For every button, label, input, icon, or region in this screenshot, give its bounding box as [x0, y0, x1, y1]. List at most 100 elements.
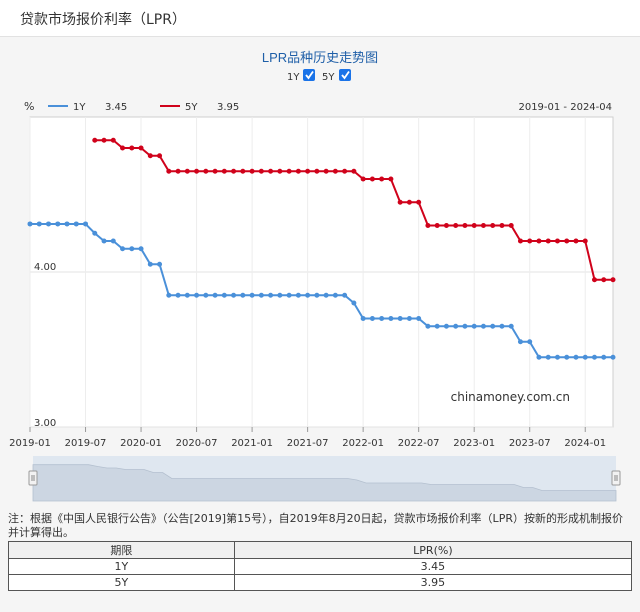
data-point-5y[interactable] [184, 168, 190, 174]
data-point-1y[interactable] [462, 323, 468, 329]
data-point-1y[interactable] [527, 339, 533, 345]
data-point-1y[interactable] [231, 292, 237, 298]
data-point-1y[interactable] [434, 323, 440, 329]
data-point-1y[interactable] [591, 354, 597, 360]
data-point-5y[interactable] [471, 223, 477, 228]
data-point-5y[interactable] [591, 277, 597, 283]
checkbox-5y[interactable] [339, 69, 351, 81]
legend-1y[interactable]: 1Y 3.45 [48, 102, 127, 113]
data-point-5y[interactable] [277, 168, 283, 174]
data-point-1y[interactable] [295, 292, 301, 298]
data-point-5y[interactable] [388, 176, 394, 182]
data-point-1y[interactable] [147, 261, 153, 267]
data-point-1y[interactable] [73, 221, 79, 227]
data-point-5y[interactable] [443, 223, 449, 228]
data-point-5y[interactable] [286, 168, 292, 174]
data-point-5y[interactable] [240, 168, 246, 174]
data-point-1y[interactable] [166, 292, 172, 298]
data-point-5y[interactable] [129, 145, 135, 151]
data-point-5y[interactable] [295, 168, 301, 174]
data-point-1y[interactable] [490, 323, 496, 329]
data-point-5y[interactable] [406, 199, 412, 205]
data-point-5y[interactable] [360, 176, 366, 182]
data-point-5y[interactable] [110, 137, 116, 143]
data-point-1y[interactable] [314, 292, 320, 298]
data-point-1y[interactable] [471, 323, 477, 329]
data-point-5y[interactable] [314, 168, 320, 174]
data-point-1y[interactable] [258, 292, 264, 298]
data-point-1y[interactable] [138, 246, 144, 252]
data-point-1y[interactable] [573, 354, 579, 360]
data-point-5y[interactable] [92, 137, 98, 143]
data-point-5y[interactable] [221, 168, 227, 174]
data-point-1y[interactable] [184, 292, 190, 298]
data-point-1y[interactable] [277, 292, 283, 298]
data-point-5y[interactable] [166, 168, 172, 174]
data-point-5y[interactable] [397, 199, 403, 205]
data-point-1y[interactable] [175, 292, 181, 298]
data-point-1y[interactable] [406, 316, 412, 321]
data-point-5y[interactable] [332, 168, 338, 174]
data-point-1y[interactable] [601, 354, 607, 360]
data-point-5y[interactable] [564, 238, 570, 244]
data-point-5y[interactable] [425, 223, 431, 228]
data-point-1y[interactable] [101, 238, 107, 244]
data-point-1y[interactable] [610, 354, 616, 360]
data-point-1y[interactable] [351, 300, 357, 306]
data-point-5y[interactable] [101, 137, 107, 143]
data-point-5y[interactable] [268, 168, 274, 174]
data-point-1y[interactable] [416, 316, 422, 321]
data-point-1y[interactable] [46, 221, 52, 227]
data-point-1y[interactable] [249, 292, 255, 298]
data-point-1y[interactable] [582, 354, 588, 360]
data-point-5y[interactable] [434, 223, 440, 228]
data-point-1y[interactable] [240, 292, 246, 298]
data-point-1y[interactable] [480, 323, 486, 329]
data-point-1y[interactable] [120, 246, 126, 252]
data-point-1y[interactable] [323, 292, 329, 298]
data-point-5y[interactable] [120, 145, 126, 151]
data-point-1y[interactable] [379, 316, 385, 321]
data-point-5y[interactable] [157, 153, 163, 159]
data-point-5y[interactable] [573, 238, 579, 244]
data-point-5y[interactable] [508, 223, 514, 228]
data-point-5y[interactable] [147, 153, 153, 159]
data-point-1y[interactable] [212, 292, 218, 298]
data-point-1y[interactable] [443, 323, 449, 329]
data-point-5y[interactable] [351, 168, 357, 174]
data-point-1y[interactable] [27, 221, 33, 227]
data-point-5y[interactable] [231, 168, 237, 174]
data-point-1y[interactable] [110, 238, 116, 244]
data-point-5y[interactable] [379, 176, 385, 182]
data-point-1y[interactable] [305, 292, 311, 298]
data-point-1y[interactable] [92, 230, 98, 236]
data-point-5y[interactable] [453, 223, 459, 228]
data-point-1y[interactable] [221, 292, 227, 298]
data-point-5y[interactable] [462, 223, 468, 228]
data-point-1y[interactable] [508, 323, 514, 329]
data-point-1y[interactable] [36, 221, 42, 227]
checkbox-1y[interactable] [303, 69, 315, 81]
data-point-1y[interactable] [332, 292, 338, 298]
data-point-1y[interactable] [203, 292, 209, 298]
data-point-5y[interactable] [138, 145, 144, 151]
navigator-handle-right[interactable] [611, 470, 621, 486]
data-point-1y[interactable] [55, 221, 61, 227]
data-point-1y[interactable] [360, 316, 366, 321]
data-point-5y[interactable] [323, 168, 329, 174]
data-point-1y[interactable] [517, 339, 523, 345]
data-point-1y[interactable] [369, 316, 375, 321]
data-point-5y[interactable] [490, 223, 496, 228]
data-point-5y[interactable] [258, 168, 264, 174]
data-point-1y[interactable] [554, 354, 560, 360]
data-point-1y[interactable] [536, 354, 542, 360]
data-point-5y[interactable] [582, 238, 588, 244]
data-point-5y[interactable] [527, 238, 533, 244]
data-point-5y[interactable] [554, 238, 560, 244]
data-point-1y[interactable] [388, 316, 394, 321]
data-point-5y[interactable] [203, 168, 209, 174]
data-point-1y[interactable] [499, 323, 505, 329]
data-point-5y[interactable] [305, 168, 311, 174]
data-point-1y[interactable] [129, 246, 135, 252]
data-point-5y[interactable] [369, 176, 375, 182]
